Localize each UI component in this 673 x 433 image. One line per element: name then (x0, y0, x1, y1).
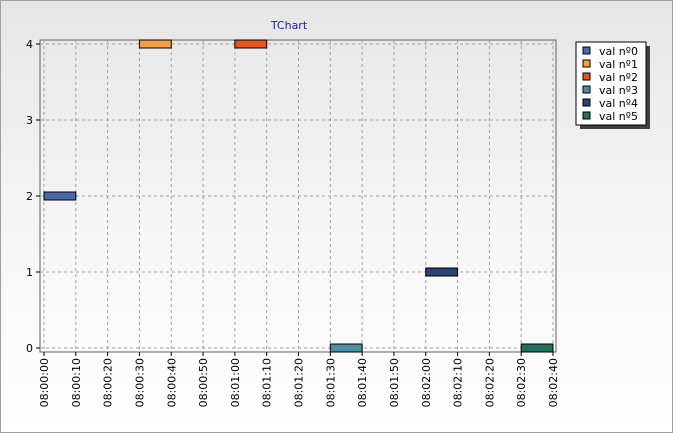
legend-label: val nº3 (599, 84, 638, 97)
legend-label: val nº5 (599, 110, 638, 123)
bar (329, 343, 363, 353)
x-tick-label: 08:02:30 (515, 358, 528, 407)
x-tick-label: 08:00:00 (38, 358, 51, 407)
bar (520, 343, 554, 353)
legend-label: val nº0 (599, 45, 638, 58)
legend (575, 41, 647, 126)
legend-swatch (582, 85, 591, 94)
legend-label: val nº2 (599, 71, 638, 84)
legend-swatch (582, 111, 591, 120)
x-tick-label: 08:02:20 (483, 358, 496, 407)
legend-swatch (582, 59, 591, 68)
bar (425, 267, 459, 277)
legend-swatch (582, 46, 591, 55)
x-tick-label: 08:01:30 (324, 358, 337, 407)
x-tick-label: 08:02:40 (547, 358, 560, 407)
legend-swatch (582, 72, 591, 81)
y-tick-label: 1 (26, 266, 33, 279)
x-tick-label: 08:00:40 (165, 358, 178, 407)
y-tick-label: 2 (26, 190, 33, 203)
y-tick-label: 0 (26, 342, 33, 355)
x-tick-label: 08:01:40 (356, 358, 369, 407)
y-tick-label: 4 (26, 38, 33, 51)
x-tick-label: 08:02:00 (420, 358, 433, 407)
x-tick-label: 08:00:20 (102, 358, 115, 407)
bar (234, 39, 268, 49)
x-tick-label: 08:01:20 (293, 358, 306, 407)
bar (43, 191, 77, 201)
y-tick-label: 3 (26, 114, 33, 127)
legend-label: val nº1 (599, 58, 638, 71)
bar (138, 39, 172, 49)
x-tick-label: 08:00:50 (197, 358, 210, 407)
x-tick-label: 08:01:10 (261, 358, 274, 407)
chart-title: TChart (270, 19, 308, 32)
legend-label: val nº4 (599, 97, 638, 110)
x-tick-label: 08:00:30 (133, 358, 146, 407)
legend-swatch (582, 98, 591, 107)
x-tick-label: 08:00:10 (70, 358, 83, 407)
x-tick-label: 08:01:00 (229, 358, 242, 407)
x-tick-label: 08:02:10 (452, 358, 465, 407)
x-tick-label: 08:01:50 (388, 358, 401, 407)
